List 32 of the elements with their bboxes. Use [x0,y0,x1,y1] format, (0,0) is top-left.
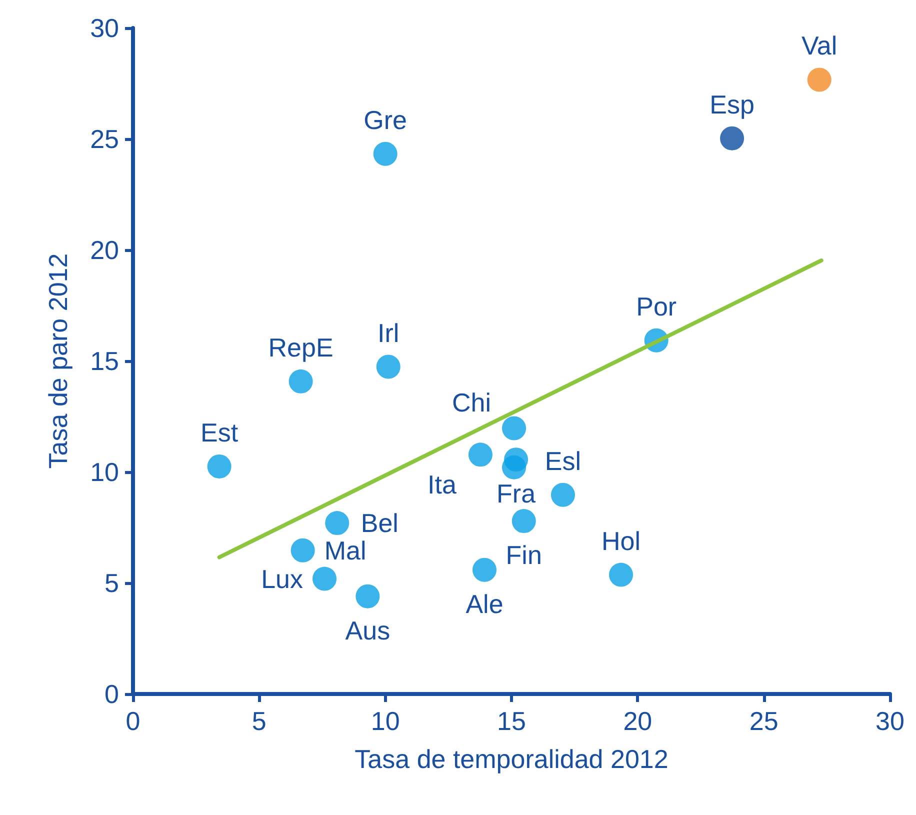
y-tick-label: 10 [90,457,119,487]
x-tick-label: 0 [126,706,140,736]
y-tick-label: 15 [90,346,119,376]
x-tick-label: 20 [623,706,652,736]
x-tick-label: 10 [370,706,400,736]
y-tick-label: 20 [90,235,119,265]
y-tick-label: 0 [104,679,119,709]
x-tick-label: 15 [497,706,526,736]
annotation: Esl [544,446,582,476]
y-tick-label: 5 [104,568,119,598]
annotation: Por [636,291,677,322]
x-tick-label: 25 [749,706,778,736]
y-axis-title: Tasa de paro 2012 [43,253,73,469]
x-axis-title: Tasa de temporalidad 2012 [354,744,668,774]
y-tick-label: 30 [90,13,119,43]
y-tick-label: 25 [90,124,119,154]
x-tick-label: 30 [876,706,904,736]
annotation: Ita [428,470,457,500]
annotation: Val [802,30,838,61]
annotation: Ale [466,588,504,619]
annotation: Fin [506,540,542,570]
annotation: Lux [261,564,303,594]
annotation: Esp [710,89,754,120]
annotation: Chi [452,387,492,418]
annotation: Irl [378,318,400,348]
annotation: Gre [364,104,408,135]
annotation: Aus [345,615,390,646]
annotation: Fra [496,478,536,509]
x-tick-label: 5 [252,706,266,736]
annotation: Hol [602,526,641,556]
annotation: Est [200,417,239,448]
annotation: RepE [268,332,334,362]
